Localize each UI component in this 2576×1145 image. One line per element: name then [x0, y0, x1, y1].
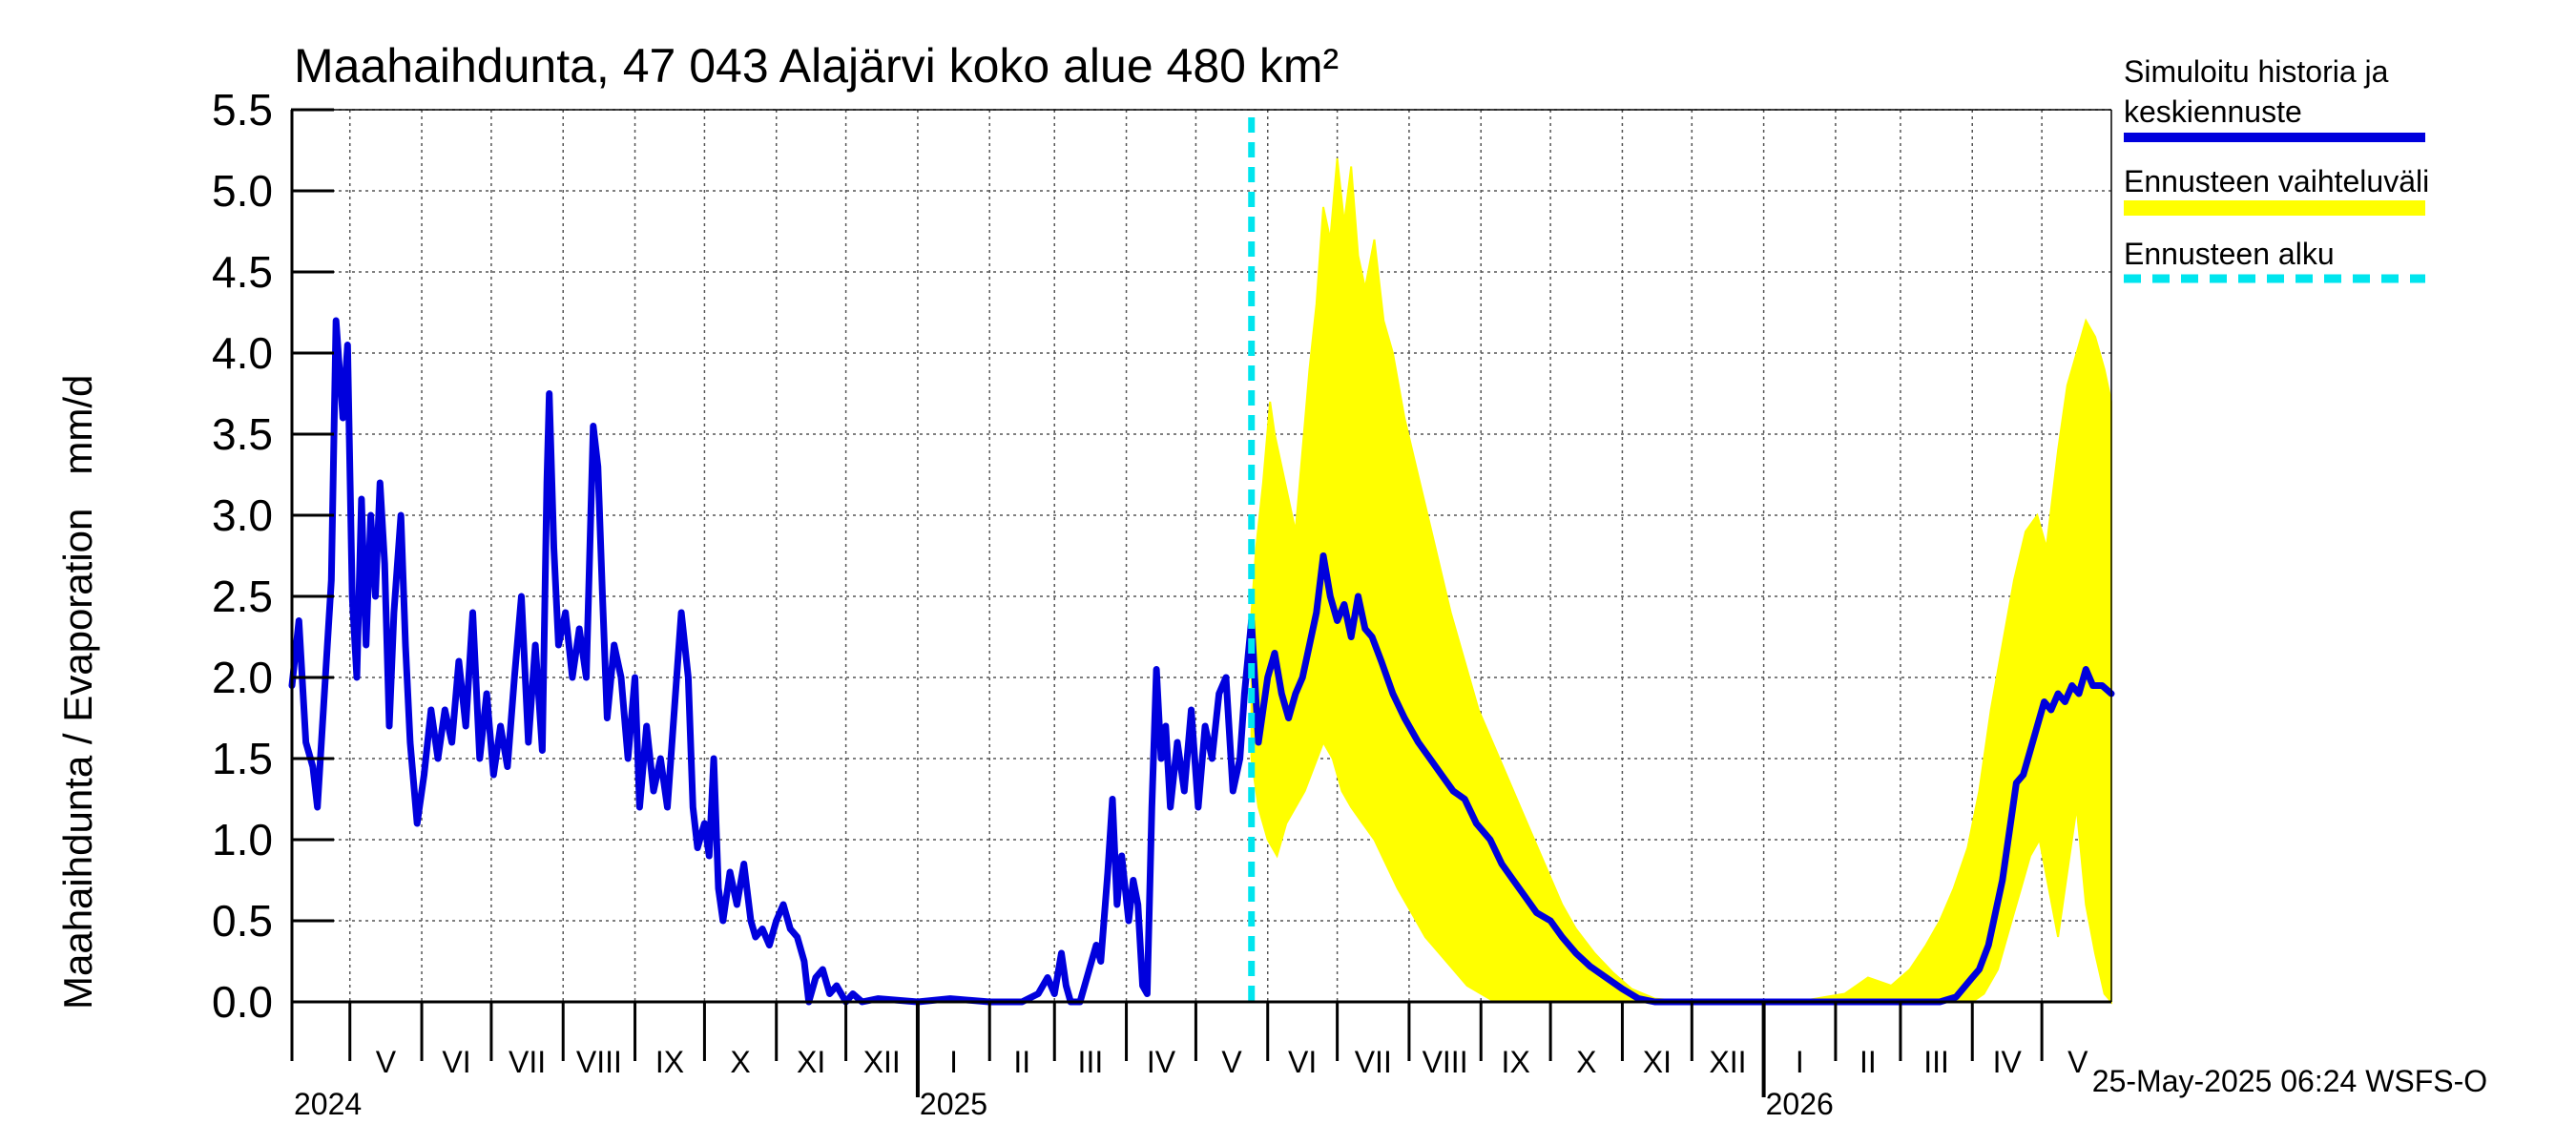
month-label: V [1221, 1045, 1242, 1079]
simulated-series [288, 317, 2115, 1006]
simulated-line [288, 317, 2115, 1006]
y-tick-label: 4.5 [212, 247, 273, 297]
month-label: III [1078, 1045, 1104, 1079]
month-label: VI [1288, 1045, 1317, 1079]
y-tick-label: 1.0 [212, 815, 273, 864]
month-label: XI [797, 1045, 825, 1079]
legend-label-forecast-start: Ennusteen alku [2124, 237, 2335, 271]
month-label: I [1796, 1045, 1804, 1079]
forecast-range-band [1250, 157, 2112, 1005]
month-label: VII [509, 1045, 546, 1079]
y-axis-label: Maahaihdunta / Evaporation mm/d [55, 375, 100, 1010]
legend-label-simulated-line2: keskiennuste [2124, 94, 2302, 129]
month-label: VIII [576, 1045, 622, 1079]
month-label: V [376, 1045, 397, 1079]
legend: Simuloitu historia ja keskiennuste Ennus… [2124, 54, 2429, 283]
y-tick-label: 5.0 [212, 166, 273, 216]
y-tick-label: 3.0 [212, 490, 273, 540]
legend-label-range: Ennusteen vaihteluväli [2124, 164, 2429, 198]
y-tick-label: 3.5 [212, 409, 273, 459]
legend-swatch-simulated [2124, 133, 2425, 142]
axes: 0.00.51.01.52.02.53.03.54.04.55.05.5V VI V… [212, 85, 2112, 1121]
year-label: 2025 [920, 1087, 987, 1121]
month-label: I [949, 1045, 958, 1079]
month-label: XII [863, 1045, 901, 1079]
month-label: XII [1709, 1045, 1746, 1079]
month-label: II [1013, 1045, 1030, 1079]
y-tick-label: 1.5 [212, 734, 273, 783]
y-tick-label: 4.0 [212, 328, 273, 378]
month-label: VII [1355, 1045, 1392, 1079]
month-label: V [2067, 1045, 2088, 1079]
month-label: III [1923, 1045, 1949, 1079]
month-label: IV [1147, 1045, 1176, 1079]
forecast-range-area [1250, 157, 2112, 1005]
year-label: 2024 [294, 1087, 362, 1121]
month-label: X [730, 1045, 750, 1079]
y-tick-label: 2.5 [212, 572, 273, 621]
month-label: IX [1502, 1045, 1530, 1079]
timestamp-label: 25-May-2025 06:24 WSFS-O [2092, 1064, 2487, 1098]
chart-title: Maahaihdunta, 47 043 Alajärvi koko alue … [294, 39, 1339, 93]
month-label: VI [442, 1045, 470, 1079]
month-label: VIII [1423, 1045, 1468, 1079]
month-label: II [1859, 1045, 1877, 1079]
grid [292, 109, 2111, 1002]
month-label: X [1576, 1045, 1596, 1079]
legend-label-simulated-line1: Simuloitu historia ja [2124, 54, 2389, 89]
month-label: IX [655, 1045, 684, 1079]
legend-swatch-range [2124, 200, 2425, 216]
month-label: XI [1643, 1045, 1672, 1079]
y-tick-label: 0.5 [212, 896, 273, 946]
month-label: IV [1993, 1045, 2023, 1079]
y-tick-label: 0.0 [212, 977, 273, 1027]
year-label: 2026 [1766, 1087, 1834, 1121]
y-tick-label: 5.5 [212, 85, 273, 135]
y-tick-label: 2.0 [212, 653, 273, 702]
